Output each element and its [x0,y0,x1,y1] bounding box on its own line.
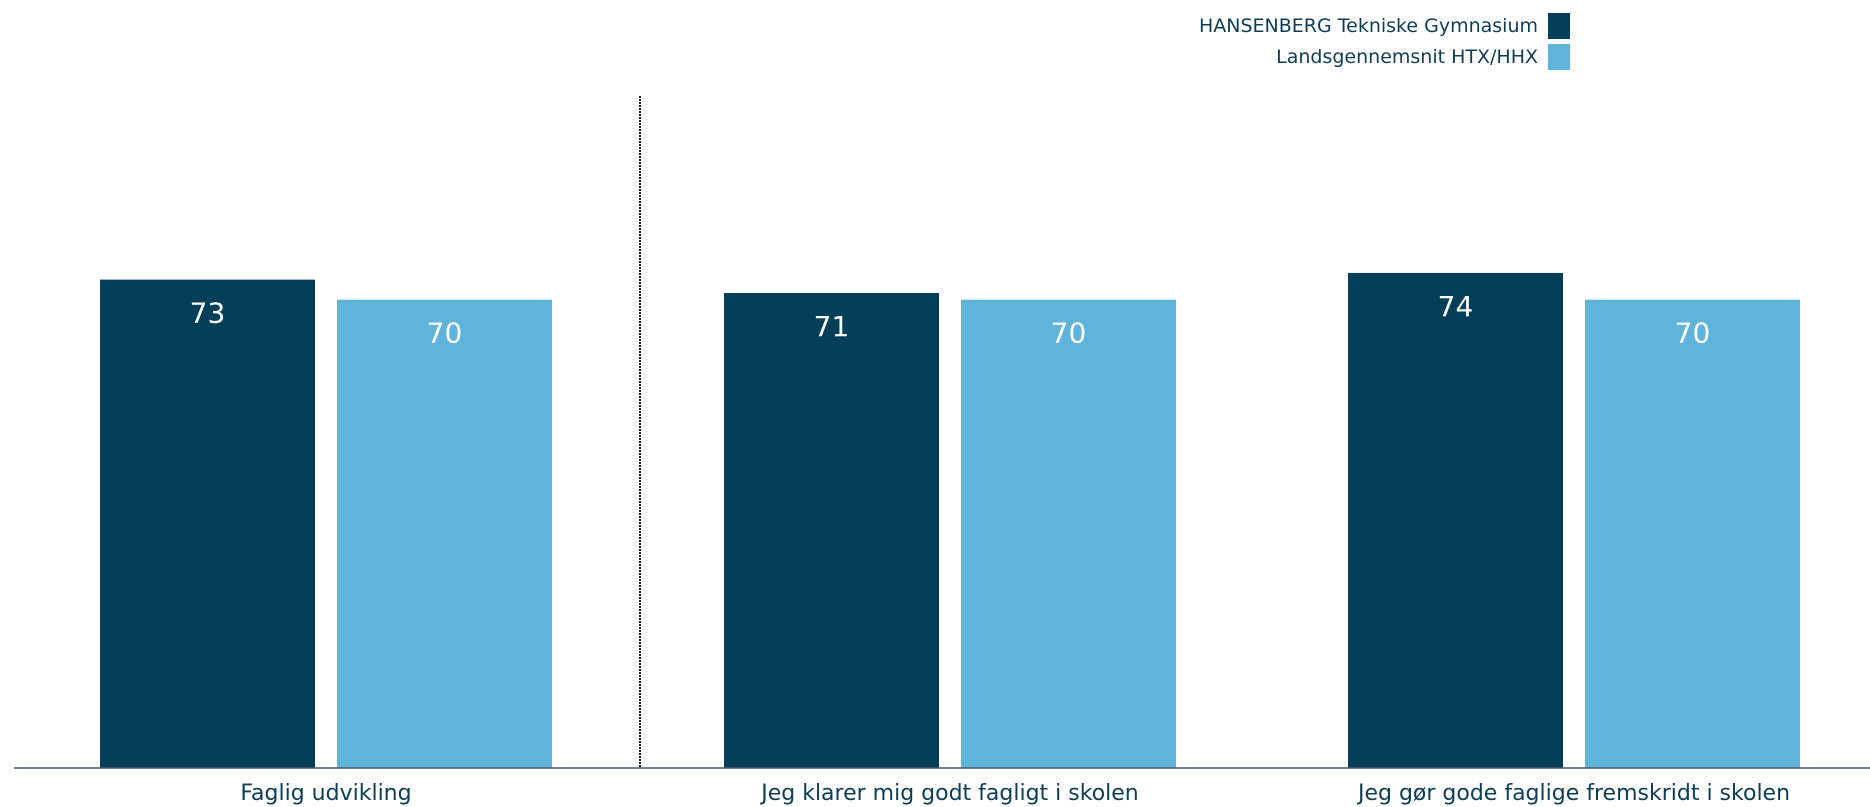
legend: HANSENBERG Tekniske Gymnasium Landsgenne… [1199,10,1570,72]
value-label-2-series-1: 71 [814,310,850,343]
legend-swatch-series-2 [1548,43,1570,70]
value-label-1-series-2: 70 [427,317,463,350]
bar-3-series-1 [1348,272,1563,768]
bars-group [100,272,1800,768]
value-label-3-series-2: 70 [1675,317,1711,350]
x-axis-label-2: Jeg klarer mig godt fagligt i skolen [759,781,1139,806]
bar-3-series-2 [1585,299,1800,768]
bar-1-series-1 [100,279,315,768]
legend-swatch-series-1 [1548,12,1570,39]
bar-1-series-2 [337,299,552,768]
bar-2-series-2 [961,299,1176,768]
value-label-1-series-1: 73 [190,297,226,330]
x-axis-labels-group: Faglig udvikling Jeg klarer mig godt fagl… [240,781,1790,806]
value-label-2-series-2: 70 [1051,317,1087,350]
legend-item-series-2: Landsgennemsnit HTX/HHX [1199,41,1570,72]
value-labels-group: 73 70 71 70 74 70 [190,290,1711,350]
x-axis-label-3: Jeg gør gode faglige fremskridt i skolen [1356,781,1790,806]
bar-2-series-1 [724,293,939,768]
value-label-3-series-1: 74 [1438,290,1474,323]
legend-item-series-1: HANSENBERG Tekniske Gymnasium [1199,10,1570,41]
x-axis-label-1: Faglig udvikling [240,781,411,806]
legend-label-series-1: HANSENBERG Tekniske Gymnasium [1198,14,1538,37]
legend-label-series-2: Landsgennemsnit HTX/HHX [1276,45,1538,68]
